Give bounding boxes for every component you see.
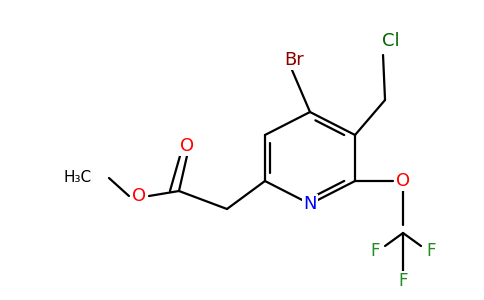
- Text: Cl: Cl: [382, 32, 400, 50]
- Text: O: O: [396, 172, 410, 190]
- Text: N: N: [303, 195, 317, 213]
- Text: O: O: [180, 137, 194, 155]
- Text: F: F: [426, 242, 436, 260]
- Text: O: O: [132, 187, 146, 205]
- Text: F: F: [398, 272, 408, 290]
- Text: H₃C: H₃C: [64, 170, 92, 185]
- Text: F: F: [370, 242, 380, 260]
- Text: Br: Br: [284, 51, 304, 69]
